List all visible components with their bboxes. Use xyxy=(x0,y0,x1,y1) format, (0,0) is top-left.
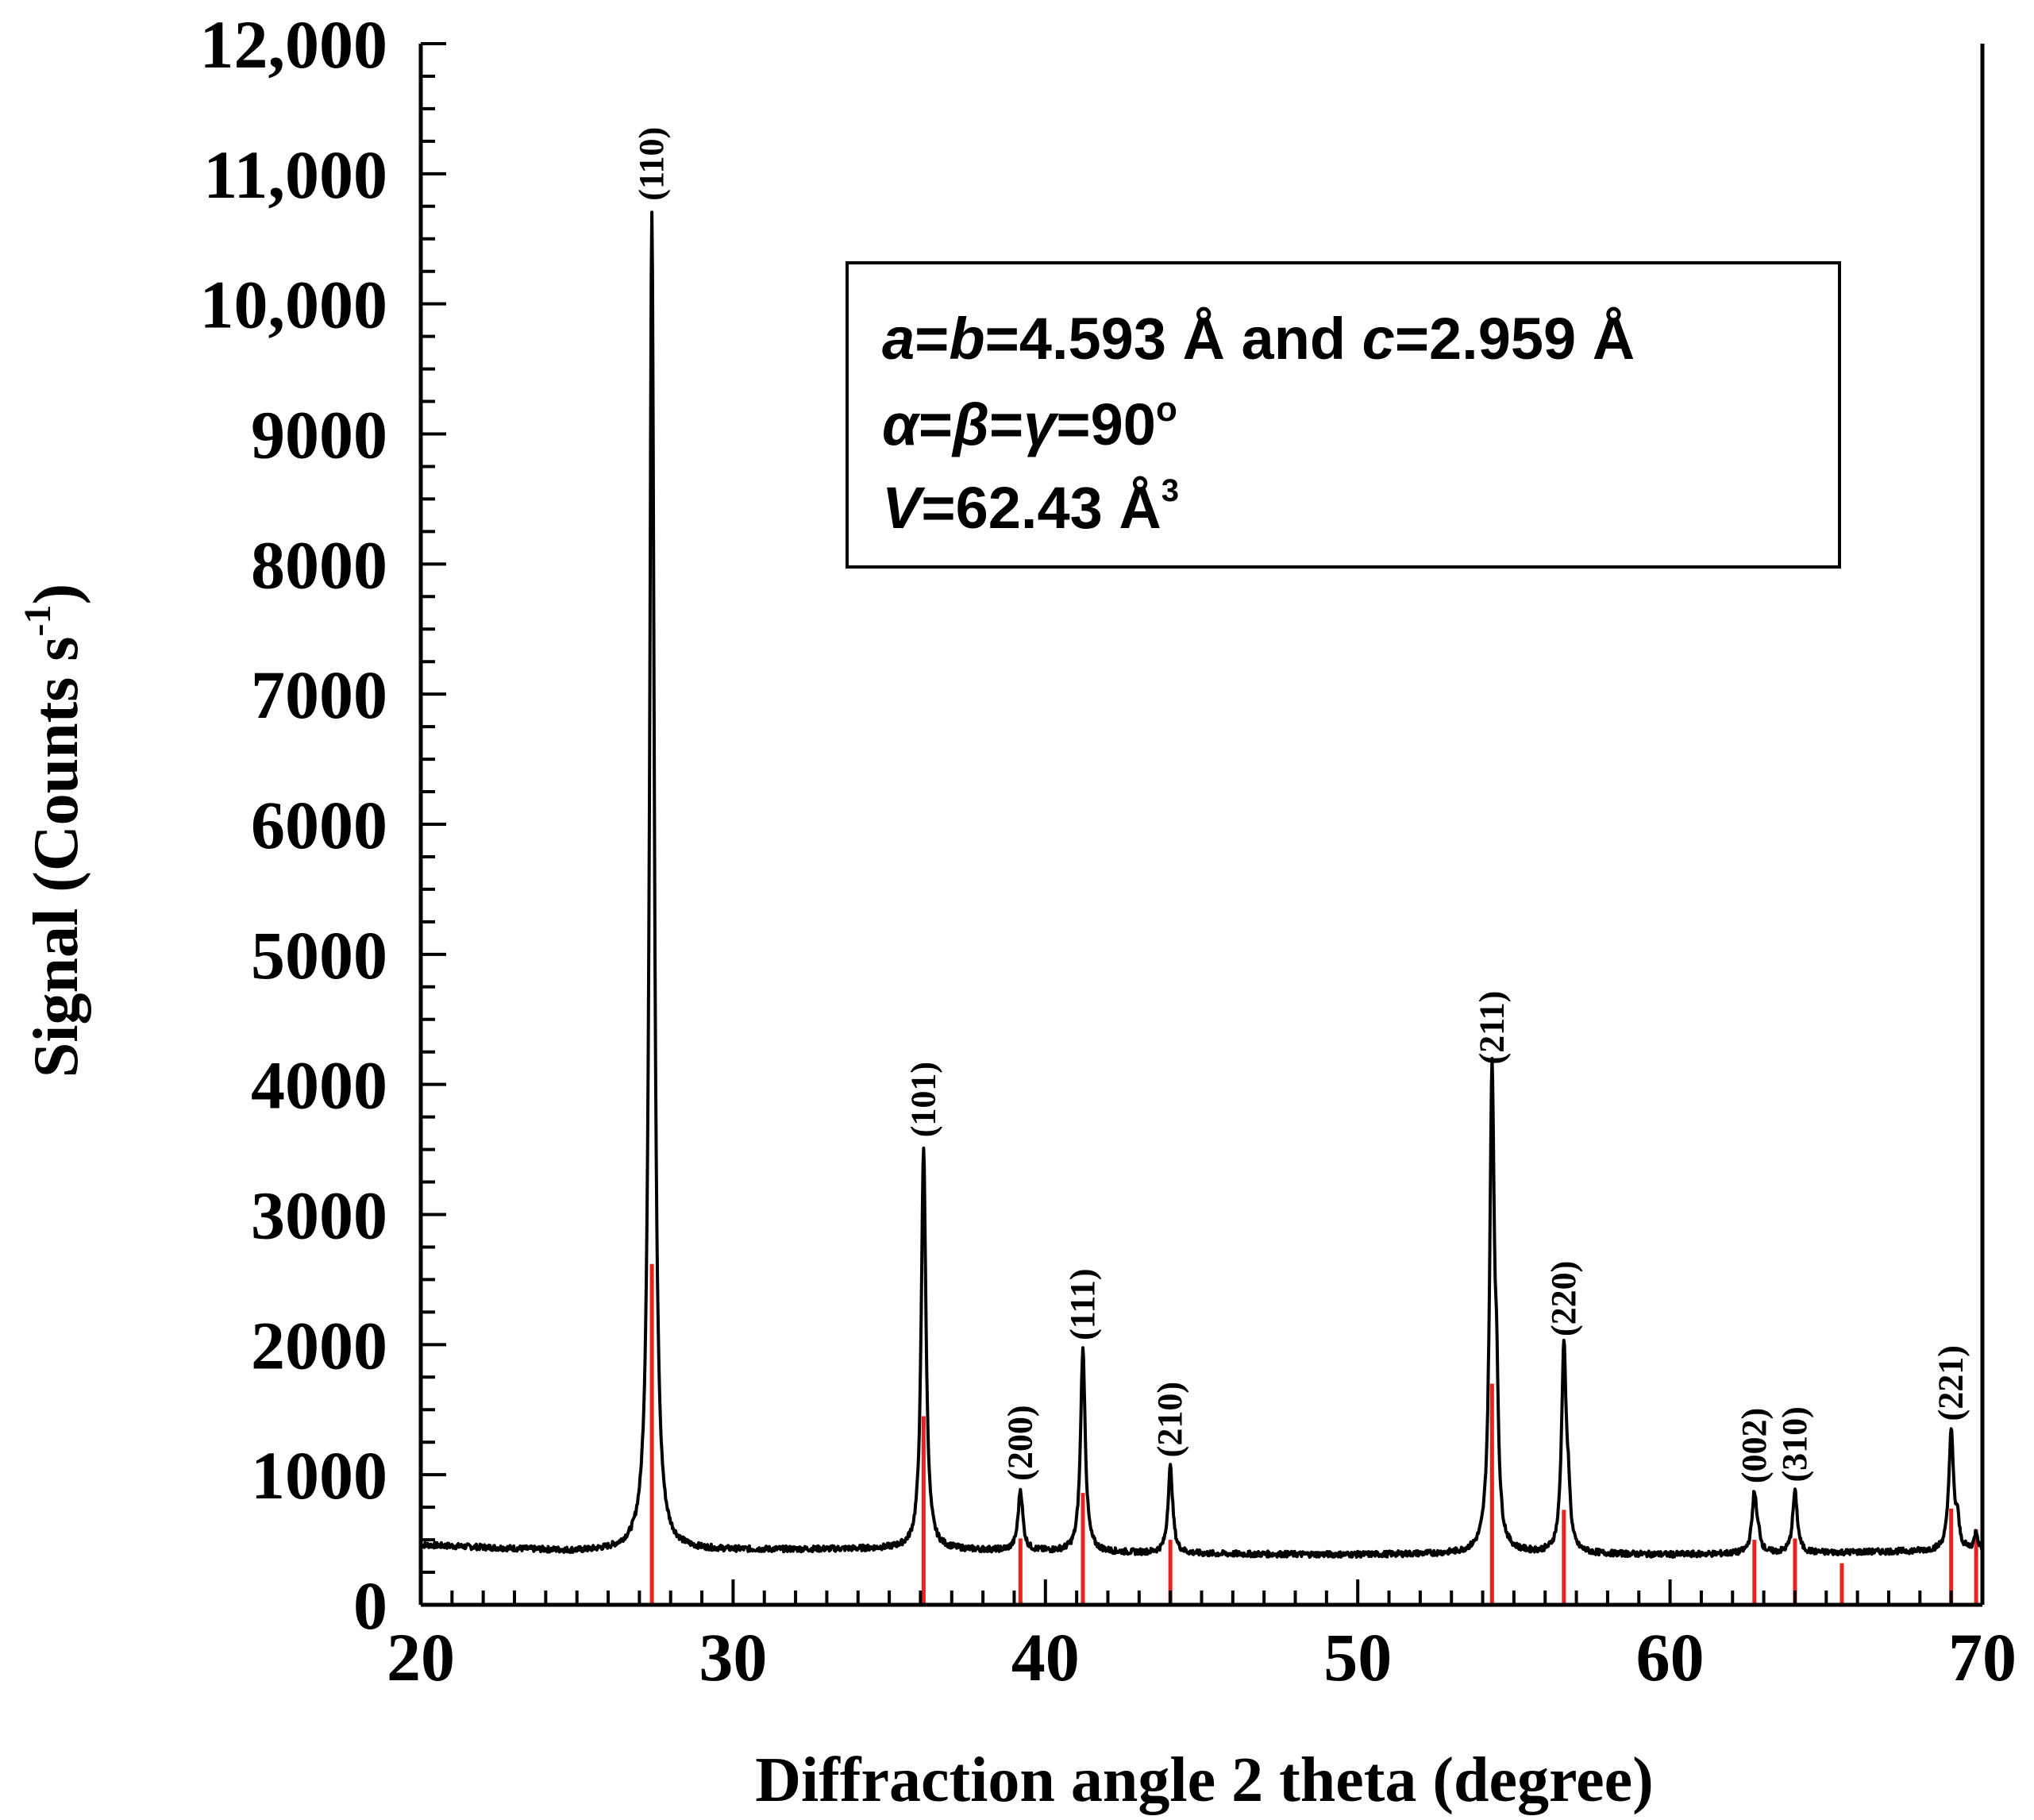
x-tick-label: 60 xyxy=(1636,1619,1705,1695)
y-tick-label: 0 xyxy=(353,1567,387,1644)
angle-value: =90 xyxy=(1056,391,1156,457)
y-tick-labels: 0 1000 2000 3000 4000 5000 6000 7000 8000 9000 10,… xyxy=(200,6,388,1644)
peak-labels: (110) (101) (200) (111) (210) (211) (220) (002)… xyxy=(632,127,1970,1483)
x-tick-label: 40 xyxy=(1011,1619,1080,1695)
volume-value: =62.43 Å xyxy=(921,475,1161,541)
x-tick-label: 30 xyxy=(699,1619,767,1695)
peak-label: (221) xyxy=(1932,1345,1970,1421)
peak-label: (002) xyxy=(1735,1408,1774,1483)
y-tick-label: 4000 xyxy=(251,1047,387,1124)
lattice-parameters-text: a=b=4.593 Å and c=2.959 Å xyxy=(882,306,1635,372)
angle-gamma-symbol: γ xyxy=(1023,391,1059,457)
angle-eq-2: = xyxy=(989,391,1023,457)
angle-beta-symbol: β xyxy=(951,391,989,457)
y-tick-label: 9000 xyxy=(251,397,387,473)
y-tick-label: 12,000 xyxy=(200,6,388,83)
peak-label: (200) xyxy=(1000,1405,1039,1481)
diffraction-pattern-line xyxy=(419,210,1984,1559)
y-axis-title: Signal (Counts s-1) xyxy=(17,584,91,1078)
x-tick-label: 70 xyxy=(1948,1619,2017,1695)
peak-label: (220) xyxy=(1544,1261,1583,1336)
lattice-c-value: =2.959 Å xyxy=(1395,306,1635,372)
lattice-a-symbol: a xyxy=(882,306,915,372)
lattice-ab-value: =4.593 Å and xyxy=(985,306,1362,372)
peak-label: (210) xyxy=(1150,1382,1189,1457)
y-axis-title-superscript: -1 xyxy=(17,604,59,636)
y-tick-label: 8000 xyxy=(251,526,387,603)
angle-alpha-symbol: α xyxy=(882,391,921,457)
volume-symbol: V xyxy=(882,475,926,541)
angle-eq-1: = xyxy=(919,391,953,457)
y-tick-label: 1000 xyxy=(251,1437,387,1513)
lattice-eq: = xyxy=(915,306,949,372)
y-tick-label: 5000 xyxy=(251,917,387,993)
y-tick-label: 3000 xyxy=(251,1178,387,1254)
lattice-angles-text: α=β=γ=90o xyxy=(882,390,1177,457)
x-tick-labels: 20 30 40 50 60 70 xyxy=(387,1619,2017,1695)
x-tick-label: 20 xyxy=(387,1619,455,1695)
y-tick-label: 7000 xyxy=(251,657,387,733)
peak-label: (310) xyxy=(1775,1406,1814,1482)
lattice-b-symbol: b xyxy=(949,306,984,372)
y-tick-label: 10,000 xyxy=(200,267,388,343)
x-axis-title: Diffraction angle 2 theta (degree) xyxy=(755,1745,1654,1815)
lattice-c-symbol: c xyxy=(1362,306,1395,372)
x-tick-label: 50 xyxy=(1323,1619,1392,1695)
cell-volume-text: V=62.43 Å3 xyxy=(882,473,1179,541)
y-axis-title-main: Signal (Counts s xyxy=(21,636,91,1078)
y-tick-label: 6000 xyxy=(251,787,387,863)
y-axis-title-end: ) xyxy=(21,584,91,605)
y-tick-label: 11,000 xyxy=(203,137,387,213)
angle-degree-mark: o xyxy=(1156,390,1177,429)
lattice-info-box: a=b=4.593 Å and c=2.959 Å α=β=γ=90o V=62… xyxy=(846,261,1841,569)
axes xyxy=(418,42,1985,1607)
peak-label: (110) xyxy=(632,127,671,201)
reference-lines xyxy=(649,1263,1978,1605)
peak-label: (111) xyxy=(1063,1268,1102,1340)
info-box-frame xyxy=(846,261,1841,569)
y-tick-label: 2000 xyxy=(251,1307,387,1383)
volume-exponent: 3 xyxy=(1161,473,1179,508)
peak-label: (101) xyxy=(903,1062,942,1137)
peak-label: (211) xyxy=(1472,991,1511,1065)
